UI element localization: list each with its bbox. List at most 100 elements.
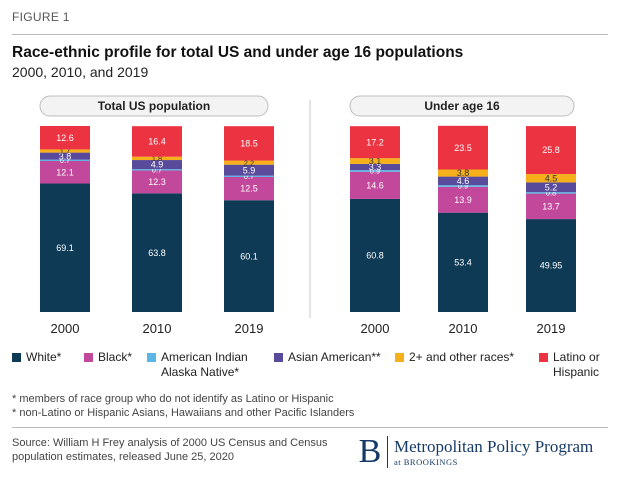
- data-label: 14.6: [366, 180, 384, 190]
- bar-segment: [40, 160, 90, 184]
- legend-label: Asian American**: [288, 350, 381, 364]
- bottom-rule: [12, 427, 608, 428]
- legend-item-black: Black*: [84, 350, 148, 365]
- data-label: 5.9: [243, 165, 256, 175]
- legend-label: American Indian Alaska Native*: [161, 350, 248, 379]
- data-label: 1.7: [60, 147, 70, 156]
- data-label: 3.3: [369, 162, 382, 172]
- figure-label: FIGURE 1: [12, 10, 70, 24]
- bar-segment: [350, 171, 400, 199]
- data-label: 2.2: [244, 158, 254, 167]
- logo-divider: [387, 436, 388, 468]
- data-label: 12.1: [56, 167, 74, 177]
- bar-segment: [132, 156, 182, 161]
- legend-item-white: White*: [12, 350, 82, 365]
- bar-segment: [40, 149, 90, 153]
- data-label: 12.6: [56, 133, 74, 143]
- data-label: 63.8: [148, 248, 166, 258]
- legend-swatch: [12, 353, 21, 362]
- brookings-logo: B Metropolitan Policy Program at BROOKIN…: [357, 433, 612, 471]
- bar-segment: [350, 126, 400, 159]
- data-label: 60.1: [240, 251, 258, 261]
- bar-segment: [438, 176, 488, 186]
- bar-segment: [526, 193, 576, 220]
- bar-segment: [350, 170, 400, 172]
- data-label: 3.8: [457, 168, 470, 178]
- x-tick-label: 2019: [537, 321, 566, 336]
- x-tick-label: 2019: [235, 321, 264, 336]
- panel-title-pill: [39, 95, 269, 117]
- x-tick-label: 2010: [449, 321, 478, 336]
- data-label: 4.9: [151, 160, 164, 170]
- legend-swatch: [147, 353, 156, 362]
- bar-segment: [132, 160, 182, 170]
- bar-segment: [438, 212, 488, 312]
- data-label: 60.8: [366, 251, 384, 261]
- bar-segment: [132, 170, 182, 194]
- bar-segment: [224, 200, 274, 312]
- footnote: * members of race group who do not ident…: [12, 393, 334, 405]
- bar-segment: [526, 182, 576, 193]
- data-label: 4.5: [545, 173, 558, 183]
- data-label: 17.2: [366, 137, 384, 147]
- top-rule: [12, 34, 608, 35]
- chart-title: Race-ethnic profile for total US and und…: [12, 44, 464, 61]
- footnotes: * members of race group who do not ident…: [12, 392, 354, 420]
- data-label: 0.7: [244, 172, 254, 181]
- data-label: 23.5: [454, 143, 472, 153]
- legend-swatch: [539, 353, 548, 362]
- data-label: 13.9: [454, 195, 472, 205]
- legend-label: 2+ and other races*: [409, 350, 515, 364]
- data-label: 0.9: [458, 182, 468, 191]
- bar-segment: [224, 160, 274, 165]
- bar-segment: [526, 192, 576, 194]
- data-label: 5.2: [545, 182, 558, 192]
- bar-segment: [438, 125, 488, 170]
- panel-title: Total US population: [98, 99, 210, 113]
- legend-swatch: [84, 353, 93, 362]
- source-note: Source: William H Frey analysis of 2000 …: [12, 437, 328, 463]
- data-label: 13.7: [542, 202, 560, 212]
- x-tick-label: 2000: [361, 321, 390, 336]
- x-tick-label: 2010: [143, 321, 172, 336]
- bar-segment: [224, 175, 274, 177]
- bar-segment: [526, 126, 576, 175]
- bar-segment: [132, 169, 182, 171]
- panel-title-pill: [349, 95, 575, 117]
- bar-segment: [526, 219, 576, 312]
- data-label: 12.5: [240, 184, 258, 194]
- logo-mark: B: [358, 433, 382, 470]
- bar-segment: [224, 176, 274, 201]
- chart-subtitle: 2000, 2010, and 2019: [12, 64, 149, 80]
- chart-area: Total US population69.112.10.73.81.712.6…: [39, 95, 576, 336]
- legend-swatch: [395, 353, 404, 362]
- data-label: 18.5: [240, 139, 258, 149]
- bar-segment: [40, 159, 90, 161]
- bar-segment: [438, 186, 488, 213]
- data-label: 12.3: [148, 177, 166, 187]
- bar-segment: [40, 126, 90, 150]
- logo-institution: at BROOKINGS: [394, 456, 458, 467]
- data-label: 25.8: [542, 145, 560, 155]
- logo-program-name: Metropolitan Policy Program: [394, 436, 594, 456]
- bar-segment: [438, 169, 488, 177]
- x-tick-label: 2000: [51, 321, 80, 336]
- bar-segment: [224, 126, 274, 161]
- panel-title: Under age 16: [424, 99, 500, 113]
- data-label: 49.95: [540, 261, 563, 271]
- footnote: * non-Latino or Hispanic Asians, Hawaiia…: [12, 407, 355, 419]
- data-label: 0.9: [370, 167, 380, 176]
- data-label: 0.7: [60, 156, 70, 165]
- bar-segment: [350, 158, 400, 164]
- data-label: 3.1: [369, 156, 382, 166]
- data-label: 1.8: [152, 154, 162, 163]
- legend-item-american-indian: American Indian Alaska Native*: [147, 350, 265, 380]
- data-label: 4.6: [457, 176, 470, 186]
- bar-segment: [40, 183, 90, 312]
- legend-item-asian: Asian American**: [274, 350, 398, 365]
- bar-segment: [350, 198, 400, 312]
- bar-segment: [132, 126, 182, 157]
- data-label: 0.8: [546, 188, 556, 197]
- bar-segment: [526, 174, 576, 183]
